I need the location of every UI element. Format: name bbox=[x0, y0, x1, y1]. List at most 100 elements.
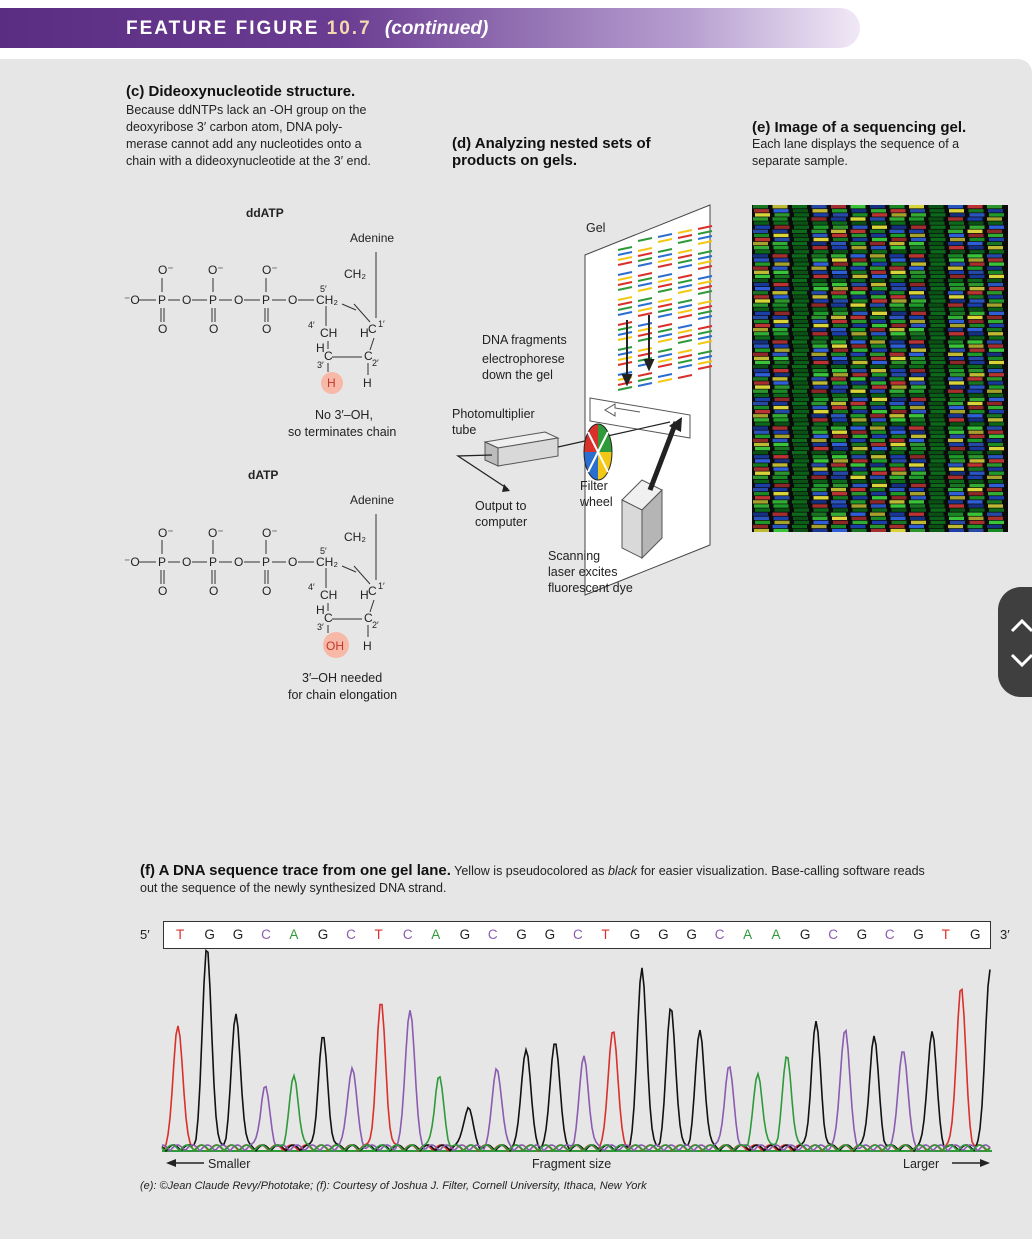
gel-photo-band bbox=[793, 332, 808, 336]
gel-photo-band bbox=[753, 451, 768, 455]
datp-adenine-label: Adenine bbox=[350, 493, 394, 507]
gel-photo-band bbox=[890, 282, 906, 287]
gel-photo-band bbox=[773, 282, 789, 287]
chevron-down-icon[interactable] bbox=[1010, 653, 1032, 668]
gel-photo-band bbox=[753, 414, 768, 418]
chevron-up-icon[interactable] bbox=[1010, 618, 1032, 633]
gel-photo-band bbox=[871, 516, 886, 520]
gel-photo-band bbox=[753, 303, 768, 307]
laser-box-front bbox=[621, 499, 643, 559]
gel-photo-band bbox=[989, 323, 1004, 328]
ddatp-ch-4: CH bbox=[320, 326, 337, 340]
gel-photo-band bbox=[812, 344, 828, 348]
gel-photo-band bbox=[794, 496, 809, 500]
gel-photo-band bbox=[813, 323, 829, 328]
gel-band bbox=[617, 301, 633, 306]
gel-photo-band bbox=[987, 451, 1002, 455]
gel-photo-band bbox=[871, 307, 886, 311]
gel-photo-band bbox=[950, 287, 965, 291]
gel-band bbox=[637, 237, 653, 242]
gel-photo-band bbox=[813, 483, 829, 488]
gel-photo-band bbox=[755, 262, 770, 266]
gel-photo-band bbox=[929, 369, 945, 373]
gel-photo-band bbox=[831, 524, 846, 529]
gel-photo-band bbox=[755, 336, 770, 340]
ddatp-c-1: C bbox=[368, 322, 377, 336]
gel-photo-band bbox=[773, 504, 789, 508]
gel-photo-band bbox=[889, 426, 905, 430]
gel-photo-band bbox=[772, 241, 788, 246]
gel-photo-band bbox=[833, 250, 848, 254]
gel-photo-band bbox=[930, 508, 946, 512]
gel-photo-band bbox=[850, 254, 866, 258]
datp-pos-4: 4′ bbox=[308, 582, 315, 592]
gel-photo-band bbox=[891, 274, 907, 279]
gel-photo-band bbox=[813, 274, 829, 279]
gel-photo-band bbox=[831, 512, 846, 516]
gel-photo-band bbox=[950, 446, 965, 451]
gel-photo-band bbox=[774, 348, 790, 352]
gel-photo-band bbox=[851, 369, 867, 373]
gel-photo-band bbox=[969, 422, 985, 426]
gel-band bbox=[697, 230, 713, 235]
gel-photo-band bbox=[910, 295, 925, 299]
gel-photo-band bbox=[911, 373, 926, 377]
gel-band bbox=[657, 378, 673, 383]
gel-photo-band bbox=[852, 520, 868, 525]
gel-photo-band bbox=[987, 426, 1002, 430]
gel-photo-band bbox=[928, 451, 944, 455]
gel-photo-band bbox=[871, 221, 886, 225]
gel-photo-band bbox=[754, 307, 769, 311]
gel-photo-band bbox=[833, 237, 848, 242]
gel-photo-band bbox=[987, 328, 1002, 332]
gel-photo-band bbox=[772, 389, 788, 393]
gel-photo-band bbox=[928, 364, 944, 369]
datp-c-1: C bbox=[368, 584, 377, 598]
gel-photo-band bbox=[792, 291, 807, 295]
sequence-base: G bbox=[856, 927, 868, 942]
scroll-control bbox=[998, 587, 1032, 697]
gel-photo-band bbox=[852, 323, 868, 328]
gel-photo-band bbox=[833, 434, 848, 438]
gel-photo-band bbox=[911, 250, 926, 254]
gel-photo-band bbox=[910, 246, 925, 250]
gel-photo-band bbox=[812, 221, 828, 225]
gel-photo-band bbox=[794, 348, 809, 352]
gel-photo-band bbox=[774, 446, 790, 451]
gel-photo-band bbox=[871, 492, 886, 496]
gel-band bbox=[697, 350, 713, 355]
gel-photo-band bbox=[949, 418, 964, 422]
datp-h-3: H bbox=[316, 603, 325, 617]
gel-photo-band bbox=[987, 291, 1002, 295]
gel-photo-band bbox=[773, 233, 789, 238]
gel-photo-band bbox=[950, 385, 965, 389]
gel-photo-band bbox=[850, 377, 866, 381]
gel-photo-band bbox=[851, 430, 867, 434]
gel-photo-band bbox=[811, 389, 827, 393]
gel-band bbox=[617, 276, 633, 281]
gel-photo-band bbox=[989, 348, 1004, 352]
gel-photo-band bbox=[989, 299, 1004, 303]
gel-photo-band bbox=[911, 446, 926, 451]
figure-number: 10.7 bbox=[326, 18, 372, 39]
gel-photo-band bbox=[928, 328, 944, 332]
gel-photo-band bbox=[969, 213, 985, 217]
gel-photo-band bbox=[851, 282, 867, 287]
gel-photo-band bbox=[832, 467, 847, 471]
gel-photo-band bbox=[968, 504, 984, 508]
gel-photo-band bbox=[792, 340, 807, 344]
gel-band bbox=[677, 354, 693, 359]
gel-photo-band bbox=[831, 401, 846, 406]
pmt-box-side bbox=[497, 437, 559, 467]
panel-d-title-1: (d) Analyzing nested sets of bbox=[452, 135, 651, 152]
gel-photo-band bbox=[889, 463, 905, 467]
gel-photo-band bbox=[793, 467, 808, 471]
gel-photo-band bbox=[811, 438, 827, 443]
gel-label: Gel bbox=[586, 221, 605, 235]
gel-photo-band bbox=[929, 270, 945, 274]
gel-photo-band bbox=[812, 381, 828, 385]
sequence-base: G bbox=[459, 927, 471, 942]
gel-photo-band bbox=[872, 422, 887, 426]
gel-photo-band bbox=[813, 397, 829, 402]
gel-photo-band bbox=[987, 438, 1002, 443]
